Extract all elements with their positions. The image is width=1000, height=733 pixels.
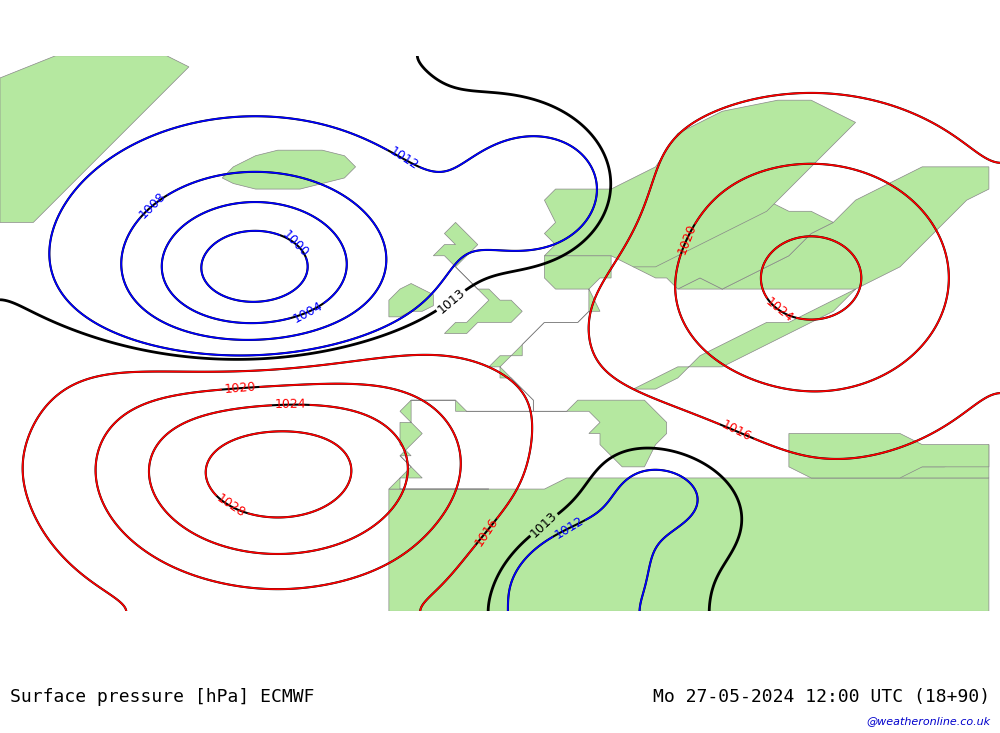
Text: 1016: 1016 [720, 419, 754, 444]
Text: 1024: 1024 [275, 398, 307, 411]
Text: Surface pressure [hPa] ECMWF: Surface pressure [hPa] ECMWF [10, 688, 314, 706]
Text: 1004: 1004 [291, 299, 325, 325]
Polygon shape [389, 200, 833, 489]
Text: 1028: 1028 [214, 492, 248, 520]
Polygon shape [633, 167, 989, 389]
Text: 1008: 1008 [137, 190, 169, 221]
Text: 1013: 1013 [435, 286, 467, 316]
Text: 1020: 1020 [224, 380, 257, 396]
Polygon shape [389, 284, 433, 317]
Polygon shape [433, 222, 522, 334]
Polygon shape [0, 56, 189, 222]
Text: 1012: 1012 [387, 145, 420, 173]
Text: 1016: 1016 [472, 515, 501, 548]
Polygon shape [222, 150, 356, 189]
Text: 1024: 1024 [763, 295, 796, 325]
Polygon shape [389, 478, 989, 611]
Polygon shape [789, 433, 989, 478]
Polygon shape [544, 100, 856, 267]
Polygon shape [811, 445, 989, 478]
Text: 1012: 1012 [552, 515, 586, 542]
Text: Mo 27-05-2024 12:00 UTC (18+90): Mo 27-05-2024 12:00 UTC (18+90) [653, 688, 990, 706]
Text: @weatheronline.co.uk: @weatheronline.co.uk [866, 716, 990, 726]
Text: 1000: 1000 [280, 228, 312, 260]
Text: 1013: 1013 [528, 509, 560, 540]
Text: 1020: 1020 [675, 221, 699, 256]
